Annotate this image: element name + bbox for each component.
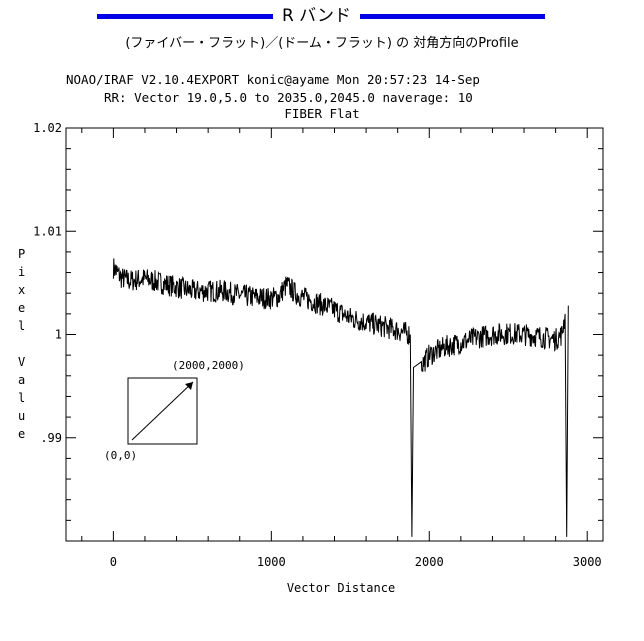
series-line <box>112 258 569 537</box>
x-tick-label: 1000 <box>257 555 286 569</box>
inset-arrow-icon <box>185 382 193 390</box>
band-title: R バンド <box>281 6 352 26</box>
inset-box <box>127 377 198 445</box>
axis-ticks <box>66 127 603 541</box>
inset-diagonal <box>131 381 194 441</box>
y-tick-label: 1.02 <box>33 121 62 135</box>
inset-diagram: (0,0) (2000,2000) <box>104 359 245 462</box>
y-tick-label: 1.01 <box>33 224 62 238</box>
page-subtitle: (ファイバー・フラット)／(ドーム・フラット) の 対角方向のProfile <box>125 36 519 51</box>
y-tick-label: 1 <box>55 328 62 342</box>
x-tick-label: 2000 <box>415 555 444 569</box>
header-rule-right <box>360 14 545 19</box>
x-tick-label: 0 <box>110 555 117 569</box>
vector-info-line: RR: Vector 19.0,5.0 to 2035.0,2045.0 nav… <box>104 90 473 105</box>
inset-start-label: (0,0) <box>104 449 137 462</box>
plot-title: FIBER Flat <box>284 106 360 121</box>
y-tick-label: .99 <box>40 431 62 445</box>
x-tick-label: 3000 <box>573 555 602 569</box>
iraf-info-line: NOAO/IRAF V2.10.4EXPORT konic@ayame Mon … <box>66 72 480 87</box>
inset-end-label: (2000,2000) <box>172 359 245 372</box>
header-rule-left <box>97 14 273 19</box>
axis-tick-labels: 0 1000 2000 3000 .99 1 1.01 1.02 <box>33 121 602 569</box>
x-axis-label: Vector Distance <box>287 581 395 595</box>
